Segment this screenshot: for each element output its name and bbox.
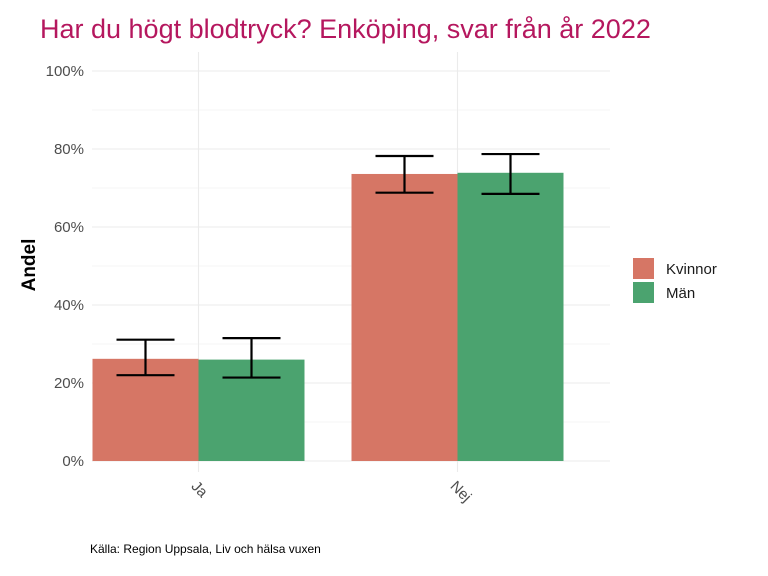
- legend-label: Kvinnor: [666, 261, 717, 278]
- y-tick-label: 60%: [54, 219, 84, 236]
- x-axis-ticks: Ja Nej: [188, 478, 475, 506]
- bar-män-nej: [457, 172, 564, 462]
- legend-swatch-kvinnor: [633, 258, 654, 279]
- y-axis-label: Andel: [19, 239, 40, 292]
- error-bar-män-nej: [481, 152, 540, 195]
- bar-kvinnor-nej: [351, 173, 458, 461]
- y-tick-label: 0%: [62, 453, 84, 470]
- bars: [92, 172, 564, 462]
- x-tick-label: Ja: [188, 478, 212, 502]
- error-bars: [116, 152, 540, 379]
- error-bar-kvinnor-nej: [375, 154, 434, 194]
- legend-swatch-män: [633, 282, 654, 303]
- legend-label: Män: [666, 285, 695, 302]
- legend: Kvinnor Män: [633, 258, 717, 303]
- error-bar-kvinnor-ja: [116, 338, 175, 377]
- y-tick-label: 40%: [54, 297, 84, 314]
- chart-title: Har du högt blodtryck? Enköping, svar fr…: [40, 14, 651, 44]
- y-axis-ticks: 0% 20% 40% 60% 80% 100%: [46, 63, 84, 470]
- chart-caption: Källa: Region Uppsala, Liv och hälsa vux…: [90, 542, 321, 556]
- y-tick-label: 100%: [46, 63, 84, 80]
- y-tick-label: 80%: [54, 141, 84, 158]
- x-tick-label: Nej: [447, 478, 475, 506]
- error-bar-män-ja: [222, 337, 281, 379]
- y-tick-label: 20%: [54, 375, 84, 392]
